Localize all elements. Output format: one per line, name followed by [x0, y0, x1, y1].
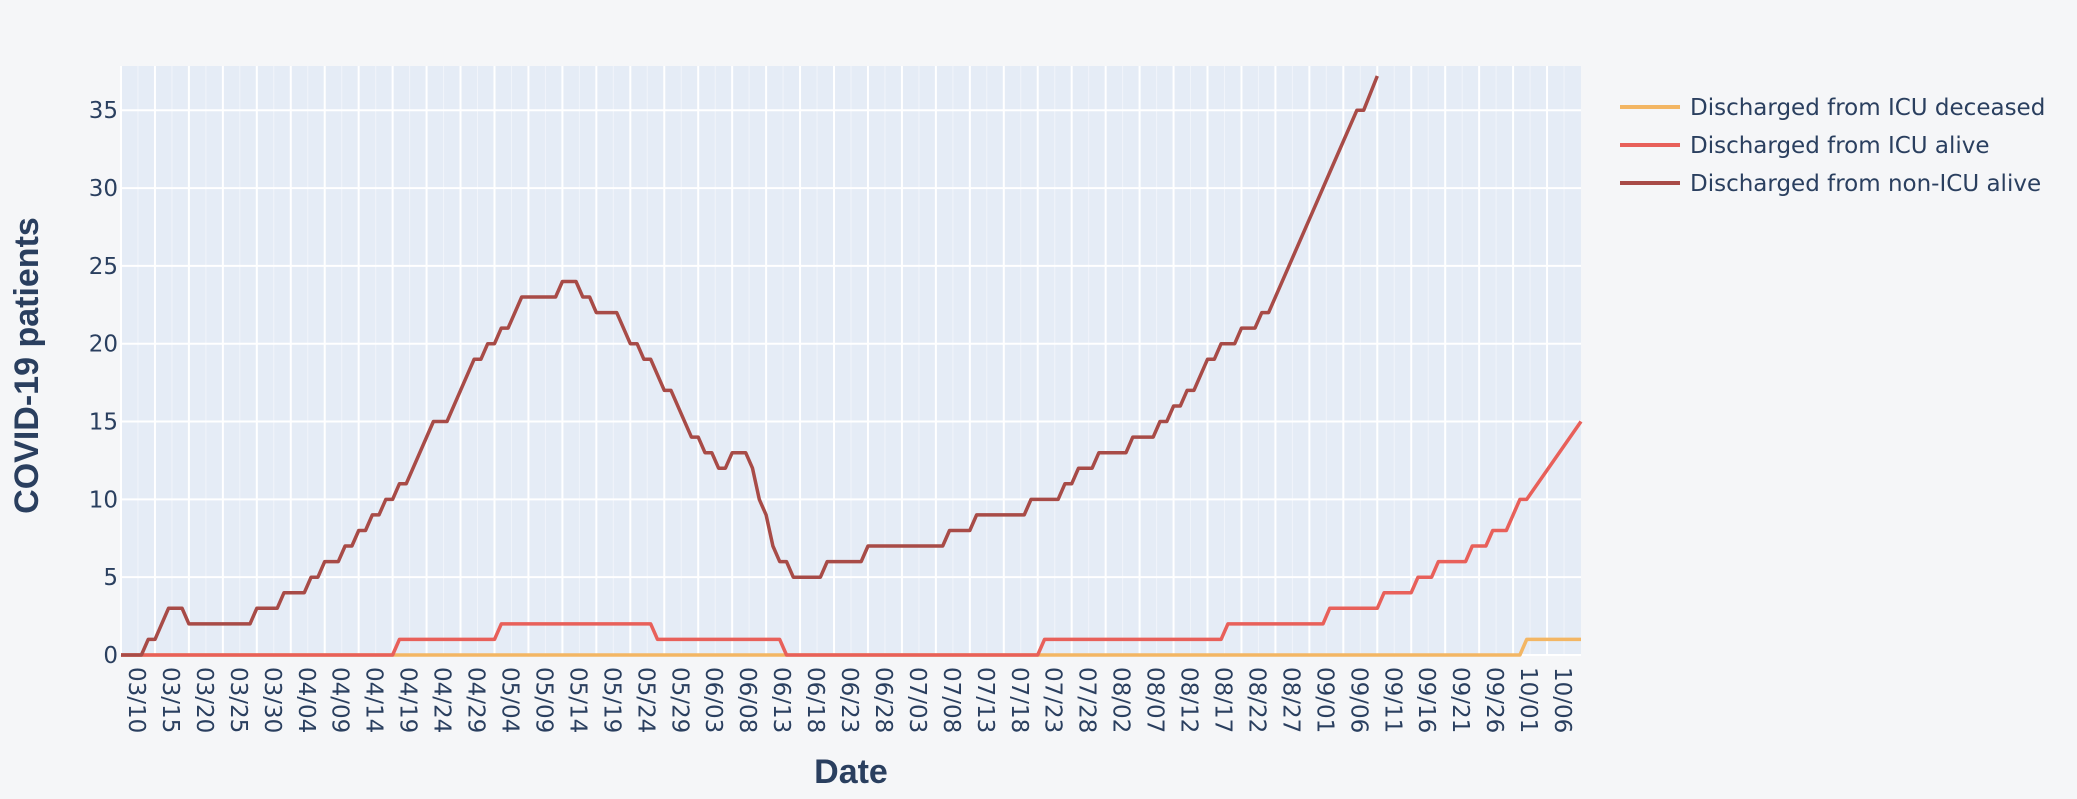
x-tick-label: 10/06 [1549, 667, 1575, 733]
y-tick-label: 10 [89, 487, 118, 513]
y-tick-label: 25 [89, 254, 118, 280]
x-tick-label: 06/08 [734, 667, 760, 733]
x-tick-label: 05/04 [496, 667, 522, 733]
y-tick-label: 0 [103, 643, 118, 669]
x-tick-label: 08/17 [1210, 667, 1236, 733]
x-tick-label: 07/08 [938, 667, 964, 733]
y-axis-title: COVID-19 patients [8, 217, 46, 514]
x-tick-label: 04/09 [327, 667, 353, 733]
x-tick-label: 04/14 [361, 667, 387, 733]
x-tick-label: 04/04 [293, 667, 319, 733]
series-lines [121, 75, 1583, 657]
x-tick-label: 03/25 [225, 667, 251, 733]
x-tick-label: 09/06 [1345, 667, 1371, 733]
x-tick-label: 06/18 [802, 667, 828, 733]
series-line-discharged-from-non-icu-alive [121, 75, 1379, 657]
x-axis-title: Date [814, 753, 888, 791]
x-tick-label: 04/19 [395, 667, 421, 733]
x-tick-label: 03/20 [191, 667, 217, 733]
x-tick-label: 03/15 [157, 667, 183, 733]
x-tick-label: 10/01 [1515, 667, 1541, 733]
x-tick-label: 03/30 [259, 667, 285, 733]
x-tick-label: 07/23 [1040, 667, 1066, 733]
x-tick-label: 04/24 [429, 667, 455, 733]
x-tick-label: 08/27 [1277, 667, 1303, 733]
x-tick-label: 07/18 [1006, 667, 1032, 733]
y-tick-label: 30 [89, 176, 118, 202]
x-tick-label: 05/09 [530, 667, 556, 733]
x-tick-label: 06/23 [836, 667, 862, 733]
x-tick-label: 09/26 [1481, 667, 1507, 733]
y-tick-label: 15 [89, 410, 118, 436]
x-tick-label: 09/01 [1311, 667, 1337, 733]
x-tick-label: 03/10 [123, 667, 149, 733]
y-axis-ticks: 0 5 10 15 20 25 30 35 [89, 98, 118, 669]
x-tick-label: 06/13 [768, 667, 794, 733]
x-tick-label: 05/29 [666, 667, 692, 733]
y-tick-label: 5 [103, 565, 118, 591]
x-tick-label: 09/11 [1379, 667, 1405, 733]
x-tick-label: 09/21 [1447, 667, 1473, 733]
legend-label-discharged-from-icu-deceased: Discharged from ICU deceased [1690, 95, 2045, 121]
x-tick-label: 07/03 [904, 667, 930, 733]
y-tick-label: 20 [89, 332, 118, 358]
x-tick-label: 08/22 [1243, 667, 1269, 733]
x-tick-label: 05/14 [564, 667, 590, 733]
x-tick-label: 08/07 [1142, 667, 1168, 733]
legend-label-discharged-from-non-icu-alive: Discharged from non-ICU alive [1690, 171, 2041, 197]
x-tick-label: 06/28 [870, 667, 896, 733]
legend: Discharged from ICU deceased Discharged f… [1620, 95, 2045, 197]
y-tick-label: 35 [89, 98, 118, 124]
x-tick-label: 08/02 [1108, 667, 1134, 733]
x-tick-label: 07/28 [1074, 667, 1100, 733]
x-axis-ticks: 03/10 03/15 03/20 03/25 03/30 04/04 04/09 04/14… [123, 667, 1575, 733]
x-tick-label: 05/19 [598, 667, 624, 733]
x-tick-label: 05/24 [632, 667, 658, 733]
x-tick-label: 06/03 [700, 667, 726, 733]
x-tick-label: 04/29 [463, 667, 489, 733]
x-tick-label: 08/12 [1176, 667, 1202, 733]
x-tick-label: 07/13 [972, 667, 998, 733]
x-tick-label: 09/16 [1413, 667, 1439, 733]
x-gridlines [120, 66, 1565, 655]
legend-label-discharged-from-icu-alive: Discharged from ICU alive [1690, 133, 1990, 159]
series-line-discharged-from-icu-alive [121, 420, 1583, 657]
